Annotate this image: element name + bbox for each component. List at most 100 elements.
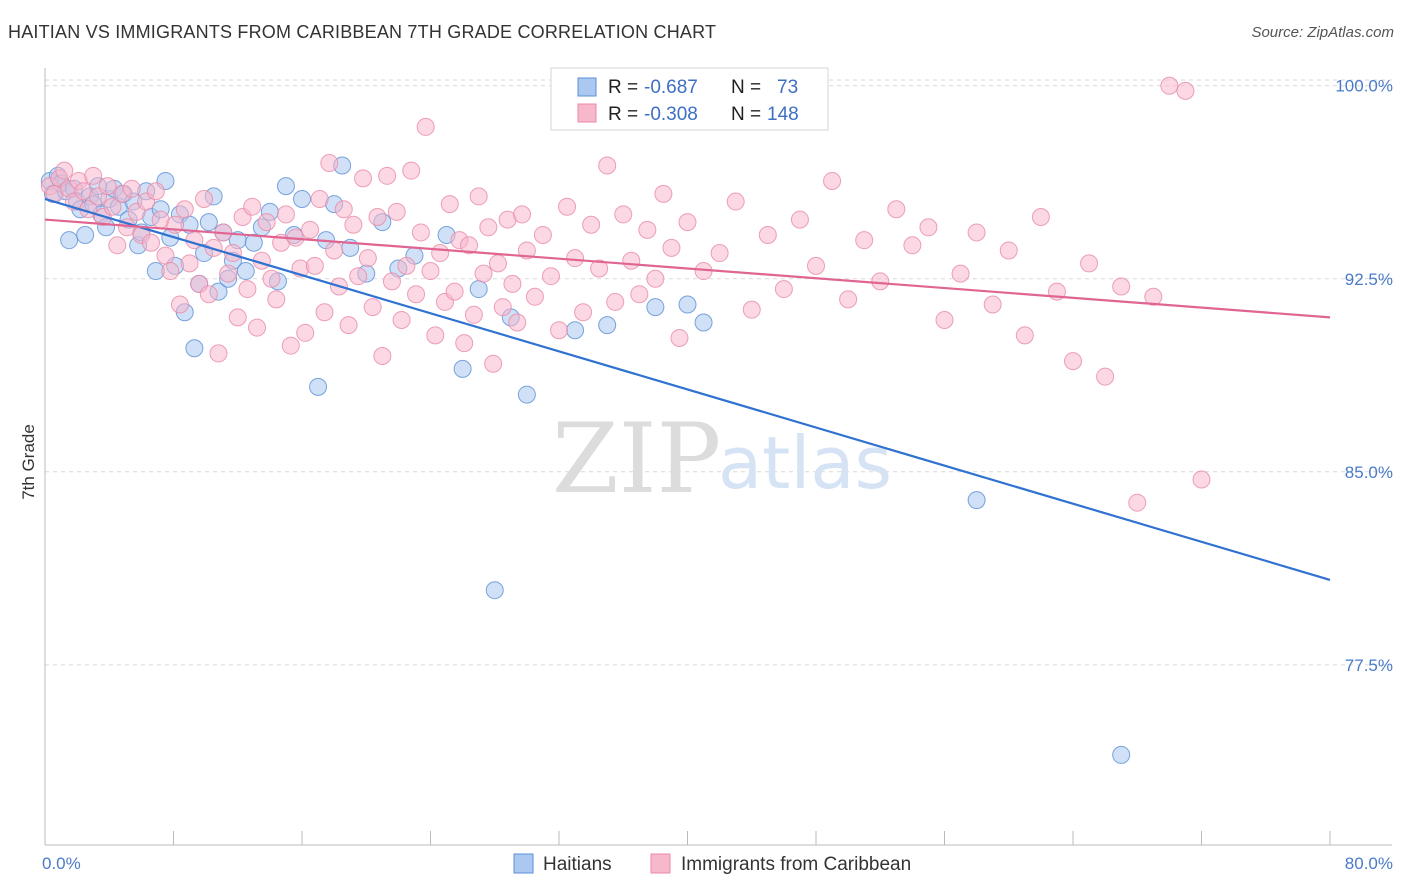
- caribbean-point-111: [614, 205, 633, 224]
- bottom-legend-caribbean: Immigrants from Caribbean: [681, 854, 911, 875]
- caribbean-point-102: [541, 267, 560, 286]
- haitians-point-36: [199, 213, 218, 232]
- caribbean-point-13: [103, 197, 122, 216]
- caribbean-point-17: [122, 179, 141, 198]
- bottom-legend-swatch-haitians: [513, 853, 534, 874]
- caribbean-point-43: [248, 318, 267, 337]
- caribbean-point-134: [919, 218, 938, 237]
- bottom-legend: Haitians Immigrants from Caribbean: [513, 853, 911, 875]
- haitians-point-51: [309, 377, 328, 396]
- caribbean-point-127: [807, 256, 825, 275]
- caribbean-point-22: [146, 182, 165, 201]
- caribbean-point-135: [935, 310, 954, 329]
- caribbean-point-80: [426, 326, 445, 345]
- legend-n-value-1: 73: [777, 77, 798, 98]
- caribbean-point-146: [1112, 277, 1131, 296]
- caribbean-point-65: [354, 169, 373, 188]
- haitians-point-33: [185, 339, 204, 358]
- haitians-point-70: [694, 313, 713, 332]
- caribbean-point-133: [903, 236, 922, 255]
- bottom-legend-haitians: Haitians: [543, 854, 612, 875]
- y-tick-label-3: 100.0%: [1335, 77, 1393, 96]
- caribbean-point-92: [484, 354, 503, 373]
- caribbean-point-57: [315, 303, 334, 322]
- haitians-point-63: [485, 581, 504, 600]
- caribbean-point-87: [460, 236, 479, 255]
- caribbean-point-77: [411, 223, 430, 242]
- caribbean-point-50: [281, 336, 300, 355]
- caribbean-point-49: [276, 205, 295, 224]
- haitians-point-5: [60, 231, 79, 250]
- caribbean-point-101: [533, 226, 552, 245]
- caribbean-point-132: [887, 200, 906, 219]
- caribbean-point-149: [1160, 76, 1179, 95]
- caribbean-point-81: [431, 244, 450, 263]
- caribbean-point-105: [566, 249, 585, 268]
- chart-title: HAITIAN VS IMMIGRANTS FROM CARIBBEAN 7TH…: [8, 22, 717, 42]
- caribbean-point-12: [98, 177, 117, 196]
- caribbean-point-73: [392, 310, 411, 329]
- caribbean-point-124: [758, 226, 777, 245]
- caribbean-point-139: [999, 241, 1018, 260]
- haitians-point-72: [1112, 745, 1131, 764]
- caribbean-point-137: [967, 223, 986, 242]
- caribbean-point-53: [296, 323, 315, 342]
- caribbean-trend-line: [44, 218, 1331, 319]
- grid-lines: [45, 79, 1392, 666]
- legend: R = -0.687 N = 73 R = -0.308 N = 148: [550, 67, 829, 131]
- caribbean-point-108: [590, 259, 609, 278]
- caribbean-point-14: [108, 236, 127, 255]
- caribbean-point-100: [525, 287, 544, 306]
- caribbean-point-119: [678, 213, 697, 232]
- source-label: Source: ZipAtlas.com: [1251, 24, 1394, 41]
- haitians-point-50: [293, 189, 311, 208]
- caribbean-point-21: [142, 233, 161, 252]
- watermark-zip: ZIP: [552, 403, 721, 515]
- caribbean-point-147: [1128, 493, 1147, 512]
- y-tick-label-0: 77.5%: [1345, 656, 1393, 675]
- caribbean-point-144: [1080, 254, 1099, 273]
- caribbean-point-46: [262, 269, 281, 288]
- caribbean-point-113: [630, 285, 649, 304]
- caribbean-point-35: [209, 344, 228, 363]
- caribbean-point-28: [175, 200, 194, 219]
- haitians-trend-line: [44, 197, 1331, 581]
- haitians-point-61: [453, 359, 472, 378]
- caribbean-point-84: [445, 282, 464, 301]
- caribbean-point-141: [1031, 208, 1050, 226]
- caribbean-point-66: [358, 249, 377, 268]
- caribbean-point-138: [983, 295, 1002, 314]
- caribbean-point-45: [257, 213, 276, 232]
- caribbean-point-121: [710, 244, 729, 263]
- caribbean-point-114: [638, 220, 657, 239]
- trend-lines: [44, 197, 1331, 581]
- haitians-point-9: [76, 226, 95, 245]
- legend-box: [550, 67, 829, 131]
- caribbean-point-110: [606, 292, 625, 311]
- caribbean-point-136: [951, 264, 970, 283]
- caribbean-point-64: [349, 267, 368, 286]
- haitians-point-67: [598, 316, 617, 335]
- caribbean-point-130: [855, 231, 874, 250]
- caribbean-point-56: [310, 189, 329, 208]
- caribbean-point-128: [823, 171, 842, 190]
- caribbean-point-55: [305, 256, 324, 275]
- caribbean-point-79: [421, 262, 440, 281]
- haitians-point-48: [276, 177, 295, 196]
- caribbean-point-90: [474, 264, 493, 283]
- caribbean-point-99: [517, 241, 536, 260]
- caribbean-point-143: [1064, 352, 1082, 371]
- caribbean-point-125: [774, 280, 793, 299]
- caribbean-point-25: [161, 262, 180, 281]
- legend-n-label-1: N =: [731, 77, 761, 98]
- caribbean-point-76: [407, 285, 426, 304]
- caribbean-point-150: [1176, 81, 1195, 100]
- legend-n-label-2: N =: [731, 104, 761, 125]
- caribbean-point-61: [334, 200, 353, 219]
- caribbean-point-151: [1192, 470, 1211, 489]
- caribbean-point-59: [325, 241, 344, 260]
- legend-n-value-2: 148: [767, 104, 799, 125]
- caribbean-point-39: [228, 308, 247, 327]
- haitians-point-65: [517, 385, 536, 404]
- caribbean-point-112: [622, 251, 641, 270]
